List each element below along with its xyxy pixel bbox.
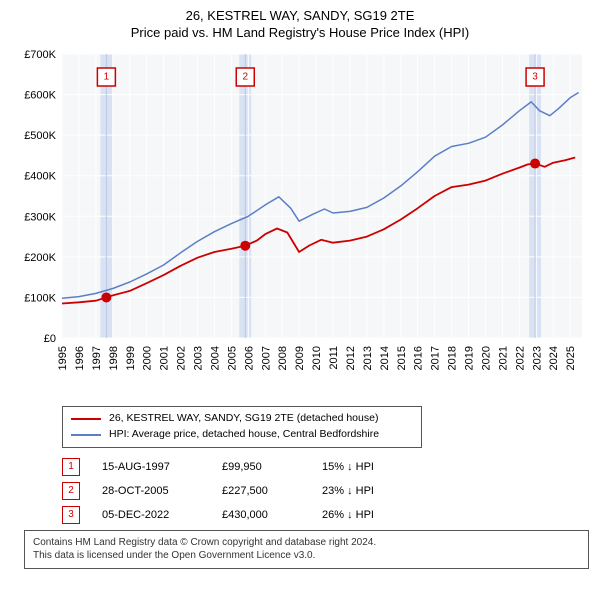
svg-text:£400K: £400K — [24, 171, 56, 183]
svg-text:£200K: £200K — [24, 252, 56, 264]
svg-text:2001: 2001 — [159, 346, 171, 370]
sale-date: 15-AUG-1997 — [102, 461, 222, 473]
legend-label: 26, KESTREL WAY, SANDY, SG19 2TE (detach… — [109, 411, 378, 427]
svg-text:2006: 2006 — [243, 346, 255, 370]
svg-text:£700K: £700K — [24, 49, 56, 61]
svg-text:1999: 1999 — [125, 346, 137, 370]
sale-row: 1 15-AUG-1997£99,95015% ↓ HPI — [62, 458, 588, 476]
svg-text:£100K: £100K — [24, 292, 56, 304]
svg-text:2010: 2010 — [311, 346, 323, 370]
svg-text:2013: 2013 — [362, 346, 374, 370]
svg-text:£600K: £600K — [24, 90, 56, 102]
svg-text:2008: 2008 — [277, 346, 289, 370]
svg-text:2024: 2024 — [548, 346, 560, 370]
footer-line-2: This data is licensed under the Open Gov… — [33, 549, 580, 563]
svg-text:2015: 2015 — [396, 346, 408, 370]
svg-text:1998: 1998 — [108, 346, 120, 370]
sale-price: £227,500 — [222, 485, 322, 497]
page-subtitle: Price paid vs. HM Land Registry's House … — [12, 25, 588, 40]
sale-marker: 2 — [62, 482, 80, 500]
svg-text:£500K: £500K — [24, 130, 56, 142]
sale-row: 2 28-OCT-2005£227,50023% ↓ HPI — [62, 482, 588, 500]
sale-marker: 3 — [62, 506, 80, 524]
svg-text:2002: 2002 — [176, 346, 188, 370]
sale-delta: 23% ↓ HPI — [322, 485, 422, 497]
svg-text:2011: 2011 — [328, 346, 340, 370]
svg-text:2025: 2025 — [565, 346, 577, 370]
svg-text:2023: 2023 — [531, 346, 543, 370]
svg-text:2022: 2022 — [514, 346, 526, 370]
svg-text:2017: 2017 — [430, 346, 442, 370]
svg-text:2005: 2005 — [226, 346, 238, 370]
svg-text:1996: 1996 — [74, 346, 86, 370]
chart: £0 £100K £200K £300K £400K £500K £600K £700K 199… — [12, 48, 588, 398]
svg-text:2003: 2003 — [193, 346, 205, 370]
svg-text:2000: 2000 — [142, 346, 154, 370]
svg-text:2018: 2018 — [447, 346, 459, 370]
svg-text:2019: 2019 — [464, 346, 476, 370]
svg-text:2020: 2020 — [480, 346, 492, 370]
sale-marker: 1 — [62, 458, 80, 476]
footer-attribution: Contains HM Land Registry data © Crown c… — [24, 530, 589, 569]
legend-item: 26, KESTREL WAY, SANDY, SG19 2TE (detach… — [71, 411, 413, 427]
chart-svg: £0 £100K £200K £300K £400K £500K £600K £700K 199… — [12, 48, 588, 398]
svg-text:£0: £0 — [44, 333, 56, 345]
sale-date: 28-OCT-2005 — [102, 485, 222, 497]
sales-table: 1 15-AUG-1997£99,95015% ↓ HPI 2 28-OCT-2005… — [62, 458, 588, 524]
svg-text:2009: 2009 — [294, 346, 306, 370]
svg-text:2016: 2016 — [413, 346, 425, 370]
svg-text:1: 1 — [104, 72, 110, 83]
svg-text:2014: 2014 — [379, 346, 391, 370]
legend-swatch — [71, 418, 101, 420]
sale-price: £99,950 — [222, 461, 322, 473]
sale-delta: 15% ↓ HPI — [322, 461, 422, 473]
legend-item: HPI: Average price, detached house, Cent… — [71, 427, 413, 443]
svg-text:2: 2 — [242, 72, 248, 83]
svg-text:2012: 2012 — [345, 346, 357, 370]
svg-text:1997: 1997 — [91, 346, 103, 370]
page-title: 26, KESTREL WAY, SANDY, SG19 2TE — [12, 8, 588, 23]
sale-price: £430,000 — [222, 509, 322, 521]
svg-text:2004: 2004 — [209, 346, 221, 370]
sale-delta: 26% ↓ HPI — [322, 509, 422, 521]
sale-row: 3 05-DEC-2022£430,00026% ↓ HPI — [62, 506, 588, 524]
svg-text:£300K: £300K — [24, 211, 56, 223]
svg-text:2007: 2007 — [260, 346, 272, 370]
legend: 26, KESTREL WAY, SANDY, SG19 2TE (detach… — [62, 406, 422, 448]
legend-label: HPI: Average price, detached house, Cent… — [109, 427, 379, 443]
svg-text:3: 3 — [532, 72, 538, 83]
sale-date: 05-DEC-2022 — [102, 509, 222, 521]
svg-text:1995: 1995 — [57, 346, 69, 370]
legend-swatch — [71, 434, 101, 436]
footer-line-1: Contains HM Land Registry data © Crown c… — [33, 536, 580, 550]
svg-text:2021: 2021 — [497, 346, 509, 370]
